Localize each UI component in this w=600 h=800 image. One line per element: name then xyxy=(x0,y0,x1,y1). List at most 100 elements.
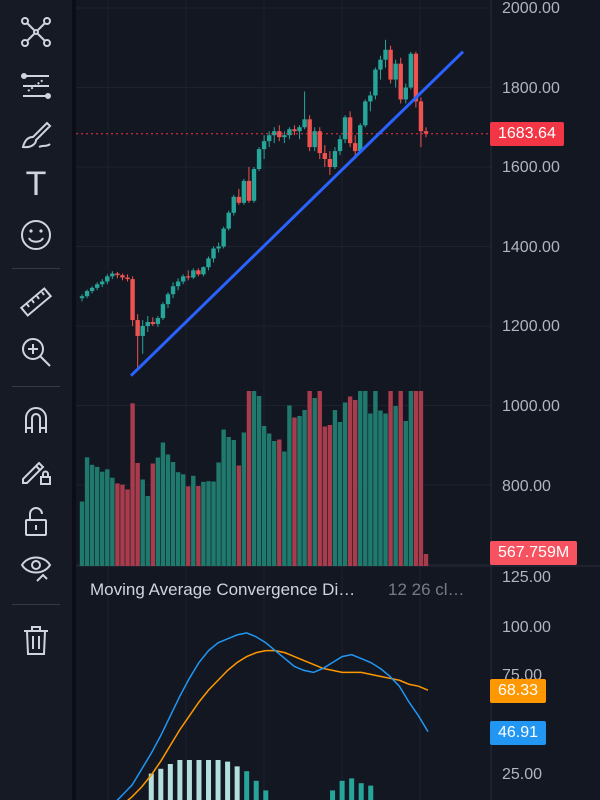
zoom-in-icon xyxy=(22,338,51,367)
candle-body xyxy=(135,320,140,336)
candle-body xyxy=(282,135,287,138)
candle-body xyxy=(373,69,378,96)
emoji-tool-button[interactable] xyxy=(14,215,58,255)
volume-bar xyxy=(287,405,292,566)
volume-bar xyxy=(378,410,383,566)
macd-histogram-bar xyxy=(186,760,192,800)
candle-body xyxy=(186,276,191,278)
volume-badge: 567.759M xyxy=(490,541,578,565)
candle-body xyxy=(211,248,216,259)
macd-histogram-bar xyxy=(148,773,154,800)
candle-body xyxy=(363,101,368,126)
macd-value-badge: 46.91 xyxy=(490,721,547,745)
volume-bar xyxy=(368,413,373,566)
smiley-icon xyxy=(21,220,51,250)
candle-body xyxy=(287,129,292,136)
macd-axis-label: 125.00 xyxy=(502,569,551,586)
volume-bar xyxy=(307,391,312,566)
macd-histogram-bar xyxy=(244,771,250,800)
macd-histogram-bar xyxy=(158,768,164,800)
volume-bar xyxy=(120,484,125,566)
candle-body xyxy=(130,279,135,321)
price-axis-label: 1200.00 xyxy=(502,318,560,335)
volume-bar xyxy=(277,439,282,566)
candle-body xyxy=(342,117,348,140)
hide-drawings-tool-button[interactable] xyxy=(14,548,58,588)
volume-bar xyxy=(408,391,414,566)
candle-body xyxy=(256,149,262,169)
candle-body xyxy=(302,119,307,128)
candle-body xyxy=(231,196,236,213)
macd-indicator-title[interactable]: Moving Average Convergence Di… xyxy=(90,580,356,599)
remove-drawings-button[interactable] xyxy=(14,620,58,660)
candle-body xyxy=(423,131,429,134)
candle-body xyxy=(277,131,282,138)
candle-body xyxy=(352,143,358,152)
candle-body xyxy=(261,141,267,150)
candle-body xyxy=(160,304,166,319)
zoom-tool-button[interactable] xyxy=(14,332,58,372)
volume-bar xyxy=(282,451,287,566)
magnet-tool-button[interactable] xyxy=(14,400,58,440)
toolbar-divider xyxy=(12,386,60,387)
macd-histogram-bar xyxy=(225,761,231,800)
volume-bar xyxy=(105,469,110,566)
candle-body xyxy=(206,258,211,268)
volume-bar xyxy=(347,396,353,566)
price-axis-label: 1400.00 xyxy=(502,239,560,256)
brush-tool-button[interactable] xyxy=(14,114,58,154)
candle-body xyxy=(393,63,398,80)
chart-pane[interactable]: 2000.00 1800.00 1600.00 1400.00 1200.00 … xyxy=(76,0,600,800)
volume-bar xyxy=(251,391,257,566)
pattern-tool-button[interactable] xyxy=(14,12,58,52)
toolbar-divider xyxy=(12,268,60,269)
volume-bar xyxy=(155,457,161,566)
lock-drawings-tool-button[interactable] xyxy=(14,450,58,490)
volume-bar xyxy=(358,391,363,566)
volume-bar xyxy=(327,425,333,566)
price-axis-label: 1600.00 xyxy=(502,159,560,176)
volume-bar xyxy=(140,479,145,566)
lock-all-tool-button[interactable] xyxy=(14,502,58,542)
candle-body xyxy=(191,270,196,278)
trash-icon xyxy=(24,626,48,655)
volume-bar xyxy=(292,417,297,566)
volume-bar xyxy=(266,433,272,566)
volume-bar xyxy=(231,440,236,566)
volume-bar xyxy=(221,429,226,566)
candle-body xyxy=(251,168,257,201)
candle-body xyxy=(413,53,419,102)
macd-histogram-bar xyxy=(339,780,345,800)
candle-body xyxy=(100,281,105,285)
price-axis-label: 1000.00 xyxy=(502,398,560,415)
fib-retracement-icon xyxy=(21,73,51,99)
volume-bar xyxy=(423,554,429,566)
candle-body xyxy=(337,139,343,152)
volume-bar xyxy=(180,474,186,566)
candle-body xyxy=(368,95,373,102)
candle-body xyxy=(221,228,226,247)
macd-histogram-bar xyxy=(177,760,183,800)
fib-tool-button[interactable] xyxy=(14,66,58,106)
pattern-icon xyxy=(21,17,51,47)
macd-histogram-bar xyxy=(215,760,221,800)
volume-bar xyxy=(322,426,328,566)
volume-bar xyxy=(206,481,211,566)
volume-bar xyxy=(418,391,424,566)
candle-body xyxy=(115,273,120,276)
volume-bar xyxy=(302,410,307,566)
candle-body xyxy=(170,286,176,295)
candle-body xyxy=(398,63,403,100)
candle-body xyxy=(403,87,408,100)
volume-bar xyxy=(84,457,90,566)
measure-tool-button[interactable] xyxy=(14,282,58,322)
toolbar-divider xyxy=(12,604,60,605)
volume-bar xyxy=(413,391,419,566)
macd-axis-label: 25.00 xyxy=(502,766,543,783)
text-tool-button[interactable]: T xyxy=(14,164,58,204)
macd-histogram-bar xyxy=(253,780,259,800)
price-chart[interactable] xyxy=(76,0,600,800)
volume-bar xyxy=(94,466,100,566)
volume-bar xyxy=(100,471,105,566)
volume-bar xyxy=(383,413,388,566)
